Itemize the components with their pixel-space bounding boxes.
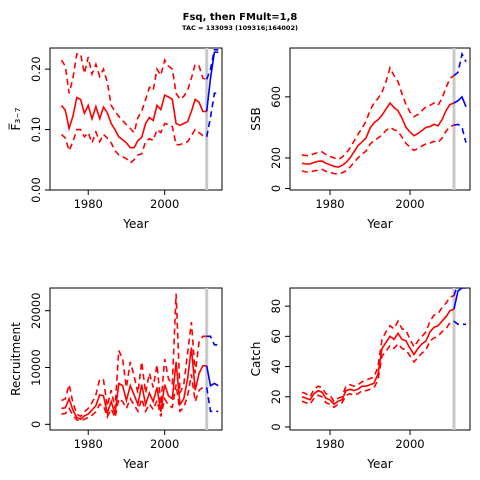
recruitment-xlabel: Year [122,457,148,471]
ssb-ylabel: SSB [249,107,263,130]
catch-historic-lower-line [301,320,455,409]
recruitment-ytick-label: 0 [29,421,43,428]
ssb-forecast-median-line [453,95,467,108]
ssb-plot-frame [289,47,471,191]
ssb-forecast-lower-line [453,123,467,143]
recruitment-plot-frame [49,287,223,431]
catch-historic-median-line [301,308,455,406]
catch-ytick-label: 40 [269,359,283,374]
ssb-historic-median-line [301,101,455,168]
recruitment-xtick-label: 2000 [150,437,179,451]
ssb-xlabel: Year [366,217,392,231]
fbar-ylabel: F̅₃₋₇ [8,107,23,130]
ssb-xtick-label: 1980 [315,197,344,211]
fbar-forecast-upper-line [205,48,219,80]
catch-ylabel: Catch [249,342,263,377]
catch-ytick-label: 60 [269,329,283,344]
figure-title: Fsq, then FMult=1,8 [183,12,298,23]
fbar-forecast-lower-line [205,92,219,137]
catch-xtick-label: 2000 [395,437,424,451]
ssb-historic-upper-line [301,65,455,161]
ssb-ytick-label: 200 [269,147,283,169]
ssb-ytick-label: 0 [269,185,283,192]
fbar-forecast-median-line [205,51,219,112]
ssb-xtick-label: 2000 [395,197,424,211]
recruitment-forecast-median-line [205,365,219,387]
catch-ytick-label: 0 [269,423,283,430]
fbar-historic-lower-line [60,122,207,164]
fbar-ytick-label: 0.00 [29,177,43,203]
ssb-forecast-upper-line [453,51,467,77]
panel-ssb: 1980 2000 0 200 600 Year SSB [249,47,471,231]
recruitment-ytick-label: 20000 [29,292,43,329]
fbar-xtick-label: 1980 [74,197,103,211]
catch-xlabel: Year [366,457,392,471]
recruitment-forecast-lower-line [205,387,219,413]
fbar-historic-median-line [60,93,207,149]
fbar-plot-frame [49,47,223,191]
fbar-xlabel: Year [122,217,148,231]
catch-historic-upper-line [301,294,455,403]
figure-subtitle: TAC = 133093 (109316;164002) [182,24,298,32]
recruitment-historic-lower-line [61,374,207,422]
fbar-ytick-label: 0.20 [29,56,43,82]
catch-forecast-median-line [453,288,466,310]
recruitment-ytick-label: 10000 [29,349,43,386]
panel-catch: 1980 2000 0 20 40 60 80 Year Catch [249,287,471,471]
catch-ytick-label: 20 [269,389,283,404]
fbar-ytick-label: 0.10 [29,117,43,143]
recruitment-forecast-upper-line [206,335,219,346]
catch-plot-frame [289,287,471,431]
catch-xtick-label: 1980 [315,437,344,451]
fbar-historic-upper-line [60,53,207,135]
recruitment-historic-median-line [61,347,207,421]
recruitment-xtick-label: 1980 [74,437,103,451]
catch-forecast-lower-line [453,320,466,326]
catch-ytick-label: 80 [269,299,283,314]
fbar-xtick-label: 2000 [150,197,179,211]
ssb-historic-lower-line [301,124,455,175]
panel-fbar: 1980 2000 0.00 0.10 0.20 Year F̅₃₋₇ [8,47,223,231]
ssb-ytick-label: 600 [269,86,283,108]
recruitment-historic-upper-line [61,293,207,418]
recruitment-ylabel: Recruitment [9,322,23,396]
